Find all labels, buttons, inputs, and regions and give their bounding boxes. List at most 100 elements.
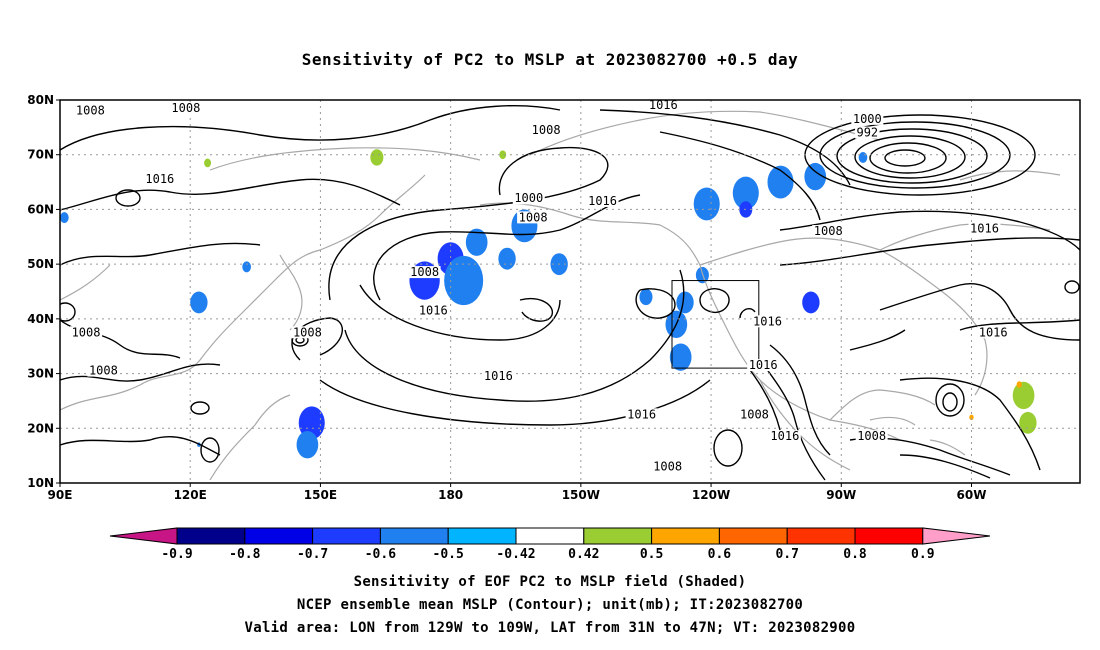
isobar-label: 1016 [627,407,656,421]
sensitivity-patch [60,212,69,224]
isobar-label: 1016 [979,325,1008,339]
isobar-label: 1008 [740,407,769,421]
lat-lon-grid [60,100,1080,483]
isobar-label-bg [530,123,563,136]
lon-tick-label: 60W [957,488,987,502]
isobar-label: 1016 [419,303,448,317]
isobar-label-bg [738,408,771,421]
isobar-label: 1008 [519,210,548,224]
isobar-label-bg [851,112,884,125]
sensitivity-patch [1016,381,1022,388]
isobar-label-bg [482,370,515,383]
lon-tick-label: 180 [438,488,463,502]
colorbar-label: -0.7 [297,547,328,562]
isobar-label-bg [747,359,780,372]
colorbar-label: -0.5 [433,547,464,562]
isobar-label: 1016 [970,221,999,235]
colorbar: -0.9 -0.8 -0.7 -0.6 -0.5 -0.42 0.42 0.5 0.6 0.7 0.… [109,527,991,562]
isobar-label-bg [143,173,176,186]
isobar-label-bg [291,326,324,339]
mslp-contours [60,105,1080,481]
isobar-label-bg [417,304,450,317]
lon-tick-label: 150W [562,488,600,502]
isobar-label: 1016 [649,98,678,112]
isobar-label-bg [855,430,888,443]
plot-frame [59,99,1081,484]
lon-tick-label: 90E [48,488,73,502]
isobar-label: 1008 [293,325,322,339]
colorbar-label: 0.9 [911,547,934,562]
lon-tick-label: 90W [826,488,856,502]
lon-tick-label: 120W [692,488,730,502]
isobar-label: 1008 [857,429,886,443]
colorbar-swatch [515,527,585,545]
sensitivity-patch [1012,381,1035,410]
isobar-label-bg [647,99,680,112]
isobar-label: 1016 [145,172,174,186]
caption-line-3: Valid area: LON from 129W to 109W, LAT f… [244,620,856,636]
isobar-label: 1016 [749,358,778,372]
sensitivity-patch [693,187,720,221]
colorbar-label: 0.5 [640,547,663,562]
colorbar-swatch [854,527,924,545]
isobar-label-bg [586,194,619,207]
sensitivity-patch [499,150,507,160]
isobar-label: 1008 [410,265,439,279]
isobar-label: 1000 [514,191,543,205]
sensitivity-patch [639,288,653,306]
lat-tick-label: 60N [27,202,54,216]
colorbar-swatch [379,527,449,545]
isobar-label: 1008 [532,123,561,137]
colorbar-swatch [176,527,246,545]
lat-tick-label: 40N [27,312,54,326]
isobar-label: 1016 [753,314,782,328]
isobar-label: 1008 [814,224,843,238]
sensitivity-patch [969,414,974,421]
isobar-label-bg [768,430,801,443]
colorbar-label: -0.8 [229,547,260,562]
sensitivity-patch [676,291,694,314]
sensitivity-patch [669,343,692,371]
sensitivity-patch [204,158,212,168]
sensitivity-patch [298,406,325,440]
isobar-label: 992 [856,126,878,140]
lat-tick-label: 20N [27,421,54,435]
coastlines [60,110,1061,481]
sensitivity-patch [296,431,319,459]
colorbar-low-triangle [109,527,178,545]
colorbar-label: 0.6 [708,547,732,562]
isobar-label: 1016 [588,194,617,208]
isobar-label-bg [74,104,107,117]
colorbar-swatch [651,527,720,545]
isobar-label: 1000 [853,112,882,126]
isobar-label-bg [70,326,103,339]
colorbar-swatch [447,527,517,545]
sensitivity-patch [444,255,484,306]
colorbar-label: -0.6 [365,547,396,562]
sensitivity-patch [732,176,759,210]
colorbar-high-triangle [922,527,991,545]
map-title: Sensitivity of PC2 to MSLP at 2023082700… [301,50,799,69]
isobar-label-bg [968,222,1001,235]
colorbar-swatch [718,527,788,545]
colorbar-label: 0.7 [775,547,798,562]
isobar-label-bg [87,364,120,377]
isobar-label-bg [977,326,1010,339]
isobar-label-bg [812,225,845,238]
isobar-labels: 1008 100810161008101610009921000100810161… [70,98,1010,473]
lat-tick-label: 50N [27,257,54,271]
colorbar-swatch [244,527,314,545]
colorbar-label: 0.8 [843,547,867,562]
lat-tick-label: 30N [27,367,54,381]
isobar-label-bg [408,266,441,279]
isobar-label-bg [512,192,545,205]
isobar-label: 1016 [770,429,799,443]
isobar-label-bg [651,460,684,473]
sensitivity-patch [802,291,820,314]
isobar-label: 1008 [76,104,105,118]
lat-tick-label: 70N [27,148,54,162]
colorbar-swatch [312,527,381,545]
isobar-label-bg [169,101,202,114]
